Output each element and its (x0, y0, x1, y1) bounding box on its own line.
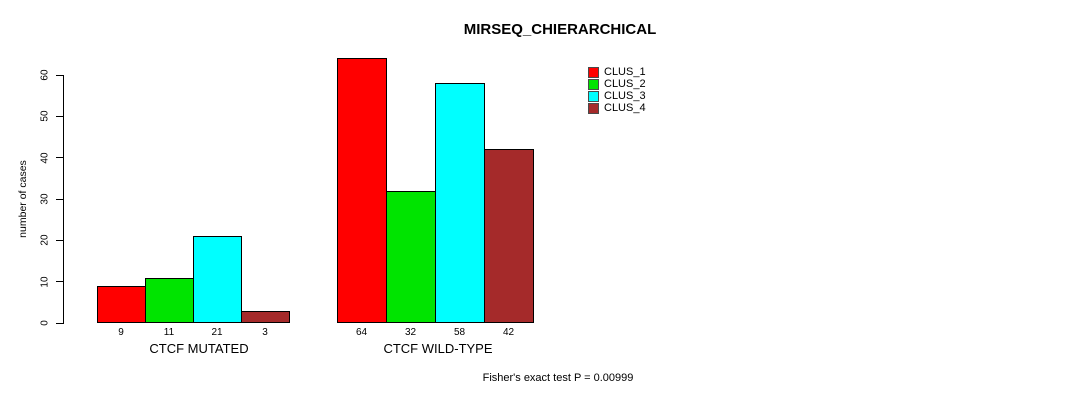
y-axis-tick (56, 115, 63, 117)
y-tick-label: 50 (39, 110, 51, 122)
x-axis-group-label: CTCF MUTATED (149, 341, 249, 356)
bar-value-label: 21 (211, 327, 223, 338)
y-axis-tick (56, 281, 63, 283)
bar-clus_3-group2 (435, 83, 485, 323)
legend: CLUS_1 CLUS_2 CLUS_3 CLUS_4 (588, 66, 646, 114)
legend-swatch-icon (588, 78, 599, 90)
bar-clus_2-group2 (386, 191, 436, 323)
bar-value-label: 58 (453, 327, 466, 338)
legend-swatch-icon (588, 102, 599, 114)
chart-title: MIRSEQ_CHIERARCHICAL (463, 21, 657, 38)
y-axis-tick (56, 198, 63, 200)
y-tick-label: 20 (39, 234, 51, 246)
legend-label: CLUS_1 (604, 66, 646, 78)
bar-value-label: 42 (502, 327, 515, 338)
legend-label: CLUS_4 (604, 102, 646, 114)
legend-row-clus_2: CLUS_2 (588, 78, 646, 90)
y-tick-label: 60 (39, 69, 51, 81)
annotation-fisher-test: Fisher's exact test P = 0.00999 (482, 372, 634, 384)
y-axis-tick (56, 157, 63, 159)
bar-clus_1-group2 (337, 58, 387, 323)
bar-value-label: 32 (404, 327, 417, 338)
y-tick-label: 40 (39, 152, 51, 164)
y-axis-tick (56, 239, 63, 241)
x-axis-group-label: CTCF WILD-TYPE (383, 341, 493, 356)
y-tick-label: 0 (39, 320, 51, 326)
legend-label: CLUS_3 (604, 90, 646, 102)
bar-value-label: 9 (118, 327, 124, 338)
bar-clus_4-group2 (484, 149, 534, 323)
legend-row-clus_3: CLUS_3 (588, 90, 646, 102)
bar-clus_4-group1 (241, 311, 290, 323)
y-axis-tick (56, 322, 63, 324)
y-axis-label: number of cases (17, 160, 29, 238)
bar-clus_3-group1 (193, 236, 242, 323)
y-tick-label: 10 (39, 276, 51, 288)
legend-row-clus_1: CLUS_1 (588, 66, 646, 78)
y-axis-line (63, 75, 64, 324)
legend-row-clus_4: CLUS_4 (588, 102, 646, 114)
bar-value-label: 11 (163, 327, 175, 338)
legend-swatch-icon (588, 90, 599, 102)
legend-swatch-icon (588, 66, 599, 78)
legend-label: CLUS_2 (604, 78, 646, 90)
y-axis-tick (56, 74, 63, 76)
bar-clus_2-group1 (145, 278, 194, 323)
y-tick-label: 30 (39, 193, 51, 205)
bar-value-label: 64 (355, 327, 368, 338)
bar-value-label: 3 (262, 327, 268, 338)
bar-clus_1-group1 (97, 286, 146, 323)
